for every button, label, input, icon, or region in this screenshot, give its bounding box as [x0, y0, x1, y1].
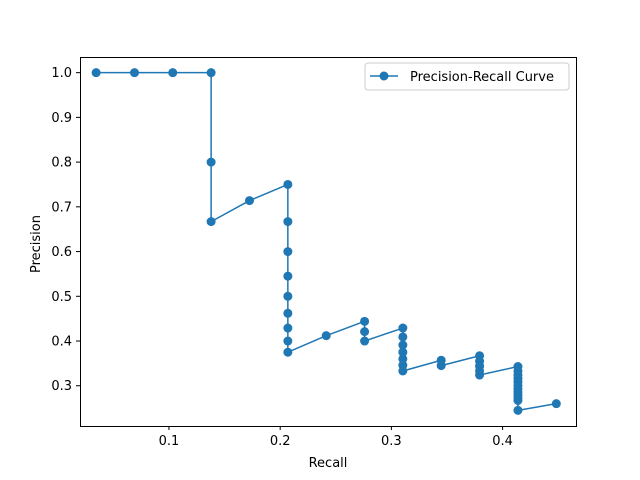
- y-tick-label: 0.8: [51, 156, 72, 171]
- data-point: [206, 157, 216, 167]
- data-point: [360, 327, 370, 337]
- x-tick-label: 0.2: [270, 434, 291, 449]
- data-point: [283, 308, 293, 318]
- data-point: [475, 370, 485, 380]
- x-tick-label: 0.1: [159, 434, 180, 449]
- data-point: [513, 405, 523, 415]
- data-point: [283, 217, 293, 227]
- data-point: [321, 331, 331, 341]
- data-point: [398, 323, 408, 333]
- data-point: [398, 340, 408, 350]
- data-point: [129, 68, 139, 78]
- data-point: [360, 316, 370, 326]
- data-point: [244, 196, 254, 206]
- y-tick-label: 0.4: [51, 335, 72, 350]
- y-tick-label: 0.3: [51, 379, 72, 394]
- legend: Precision-Recall Curve: [364, 62, 570, 91]
- x-tick-label: 0.3: [381, 434, 402, 449]
- y-axis-label: Precision: [29, 215, 44, 273]
- legend-box: [364, 62, 570, 91]
- data-point: [168, 68, 178, 78]
- y-tick-label: 0.9: [51, 111, 72, 126]
- data-point: [513, 396, 523, 406]
- plot-frame: [80, 57, 577, 427]
- legend-marker: [379, 71, 389, 81]
- data-point: [436, 361, 446, 371]
- data-point: [551, 399, 561, 409]
- data-point: [398, 366, 408, 376]
- data-point: [206, 217, 216, 227]
- data-point: [206, 68, 216, 78]
- data-point: [91, 68, 101, 78]
- y-tick-label: 0.6: [51, 245, 72, 260]
- data-point: [283, 247, 293, 257]
- data-point: [360, 336, 370, 346]
- data-point: [283, 336, 293, 346]
- x-axis-ticks: 0.1 0.2 0.3 0.4: [159, 426, 513, 449]
- data-point: [398, 332, 408, 342]
- x-axis-label: Recall: [309, 456, 348, 471]
- y-axis-ticks: 0.3 0.4 0.5 0.6 0.7 0.8 0.9 1.0: [51, 66, 80, 394]
- data-point: [283, 271, 293, 281]
- data-point: [283, 323, 293, 333]
- y-tick-label: 1.0: [51, 66, 72, 81]
- y-tick-label: 0.5: [51, 290, 72, 305]
- y-tick-label: 0.7: [51, 200, 72, 215]
- legend-label: Precision-Recall Curve: [410, 70, 554, 85]
- data-point: [398, 354, 408, 364]
- data-point: [283, 179, 293, 189]
- data-point: [283, 347, 293, 357]
- data-point: [283, 291, 293, 301]
- data-point: [398, 347, 408, 357]
- x-tick-label: 0.4: [492, 434, 513, 449]
- plot-area: [91, 68, 561, 415]
